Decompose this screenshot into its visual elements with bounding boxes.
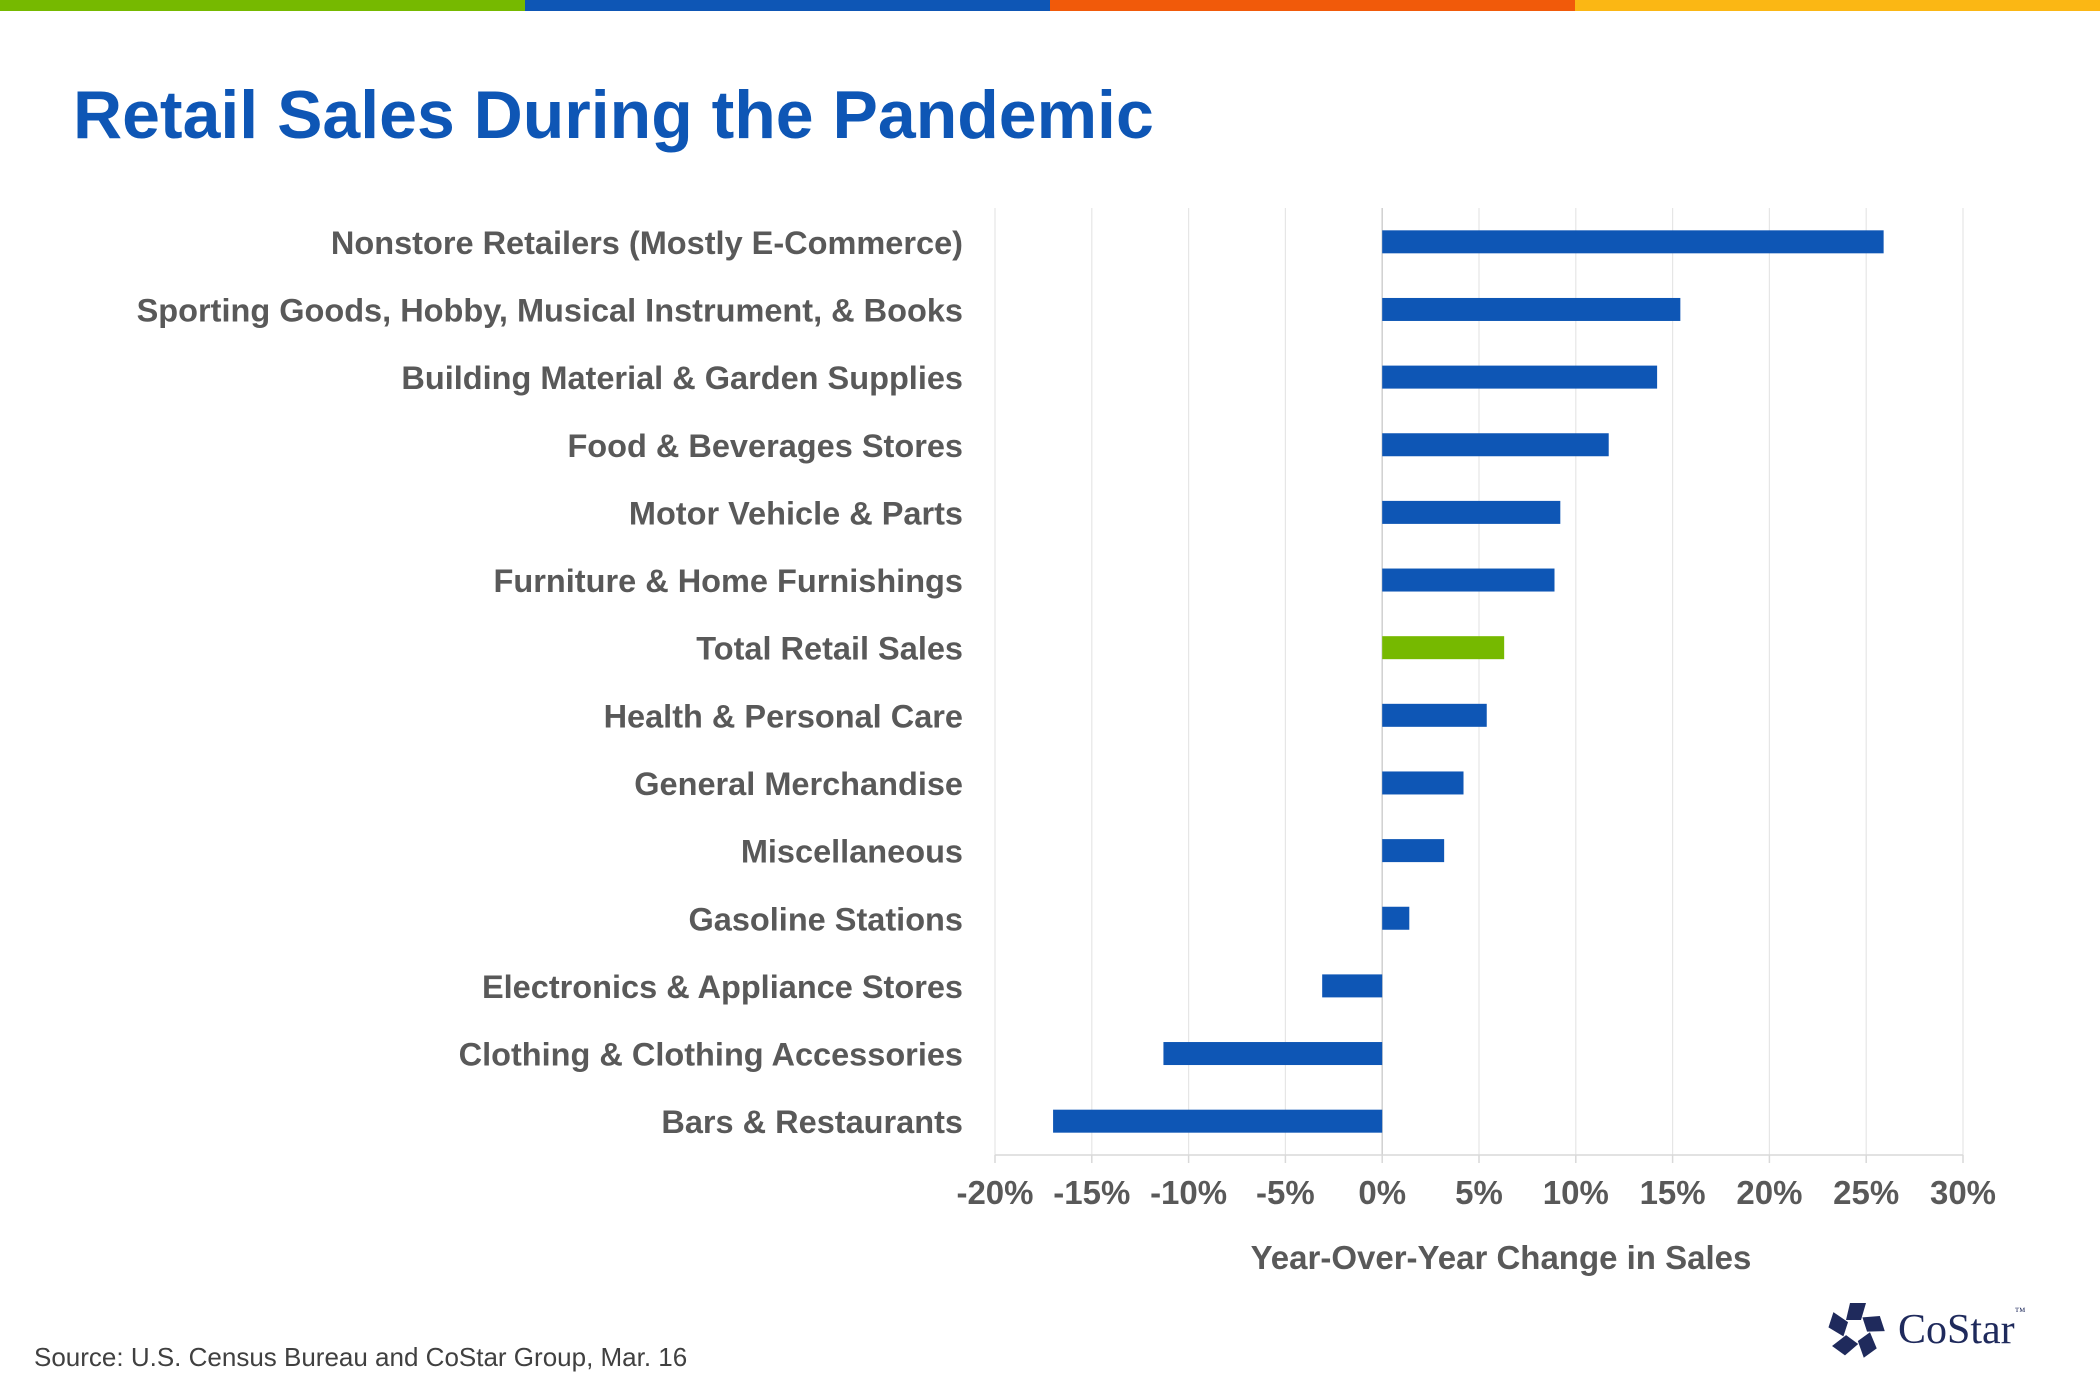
bar xyxy=(1163,1042,1383,1066)
bar-chart: -20% -15% -10% -5% 0% 5% 10% 15% 20% 25% 30% Nonst… xyxy=(137,208,1996,1276)
category-label: Food & Beverages Stores xyxy=(567,428,963,464)
category-label: Health & Personal Care xyxy=(604,698,963,734)
bar xyxy=(1382,500,1561,524)
top-bar-segment-yellow xyxy=(1575,0,2100,11)
category-labels: Nonstore Retailers (Mostly E-Commerce) Sp… xyxy=(137,225,963,1140)
top-color-bar xyxy=(0,0,2100,11)
x-axis-title: Year-Over-Year Change in Sales xyxy=(1251,1239,1752,1276)
x-tick-label: -5% xyxy=(1256,1174,1315,1211)
bar xyxy=(1382,771,1464,795)
x-tick-label: 15% xyxy=(1640,1174,1706,1211)
costar-star-icon xyxy=(1828,1303,1885,1358)
bar xyxy=(1382,297,1681,321)
bar xyxy=(1382,906,1410,930)
category-label: Furniture & Home Furnishings xyxy=(494,563,963,599)
bar xyxy=(1382,839,1445,863)
category-label: Total Retail Sales xyxy=(696,631,963,667)
bar xyxy=(1053,1109,1383,1133)
logo-text: CoStar xyxy=(1898,1307,2015,1353)
x-tick-label: 0% xyxy=(1358,1174,1406,1211)
logo-trademark: ™ xyxy=(2014,1306,2026,1318)
x-tick-label: 5% xyxy=(1455,1174,1503,1211)
x-tick-label: 10% xyxy=(1543,1174,1609,1211)
x-tick-label: -10% xyxy=(1150,1174,1227,1211)
bar xyxy=(1382,703,1487,727)
bar xyxy=(1382,433,1609,457)
category-label: General Merchandise xyxy=(634,766,963,802)
category-label: Nonstore Retailers (Mostly E-Commerce) xyxy=(331,225,963,261)
x-tick-label: 25% xyxy=(1833,1174,1899,1211)
x-tick-label: 30% xyxy=(1930,1174,1996,1211)
category-label: Gasoline Stations xyxy=(688,901,963,937)
bar xyxy=(1382,636,1505,660)
x-tick-label: -20% xyxy=(956,1174,1033,1211)
x-axis: -20% -15% -10% -5% 0% 5% 10% 15% 20% 25% 30% xyxy=(956,1154,1996,1211)
category-label: Motor Vehicle & Parts xyxy=(629,495,963,531)
bar xyxy=(1382,365,1658,389)
top-bar-segment-blue xyxy=(525,0,1050,11)
category-label: Sporting Goods, Hobby, Musical Instrumen… xyxy=(137,292,963,328)
page-title: Retail Sales During the Pandemic xyxy=(73,77,1154,153)
bars xyxy=(1053,230,1884,1133)
category-label: Electronics & Appliance Stores xyxy=(482,969,963,1005)
bar xyxy=(1382,230,1884,254)
category-label: Miscellaneous xyxy=(741,834,963,870)
gridlines xyxy=(994,208,1964,1155)
bar xyxy=(1322,974,1383,998)
category-label: Building Material & Garden Supplies xyxy=(401,360,963,396)
top-bar-segment-orange xyxy=(1050,0,1575,11)
source-note: Source: U.S. Census Bureau and CoStar Gr… xyxy=(34,1342,688,1372)
x-tick-label: -15% xyxy=(1053,1174,1130,1211)
x-tick-label: 20% xyxy=(1736,1174,1802,1211)
category-label: Bars & Restaurants xyxy=(661,1104,963,1140)
category-label: Clothing & Clothing Accessories xyxy=(459,1037,963,1073)
bar xyxy=(1382,568,1555,592)
top-bar-segment-green xyxy=(0,0,525,11)
costar-logo: CoStar™ xyxy=(1826,1300,2036,1360)
